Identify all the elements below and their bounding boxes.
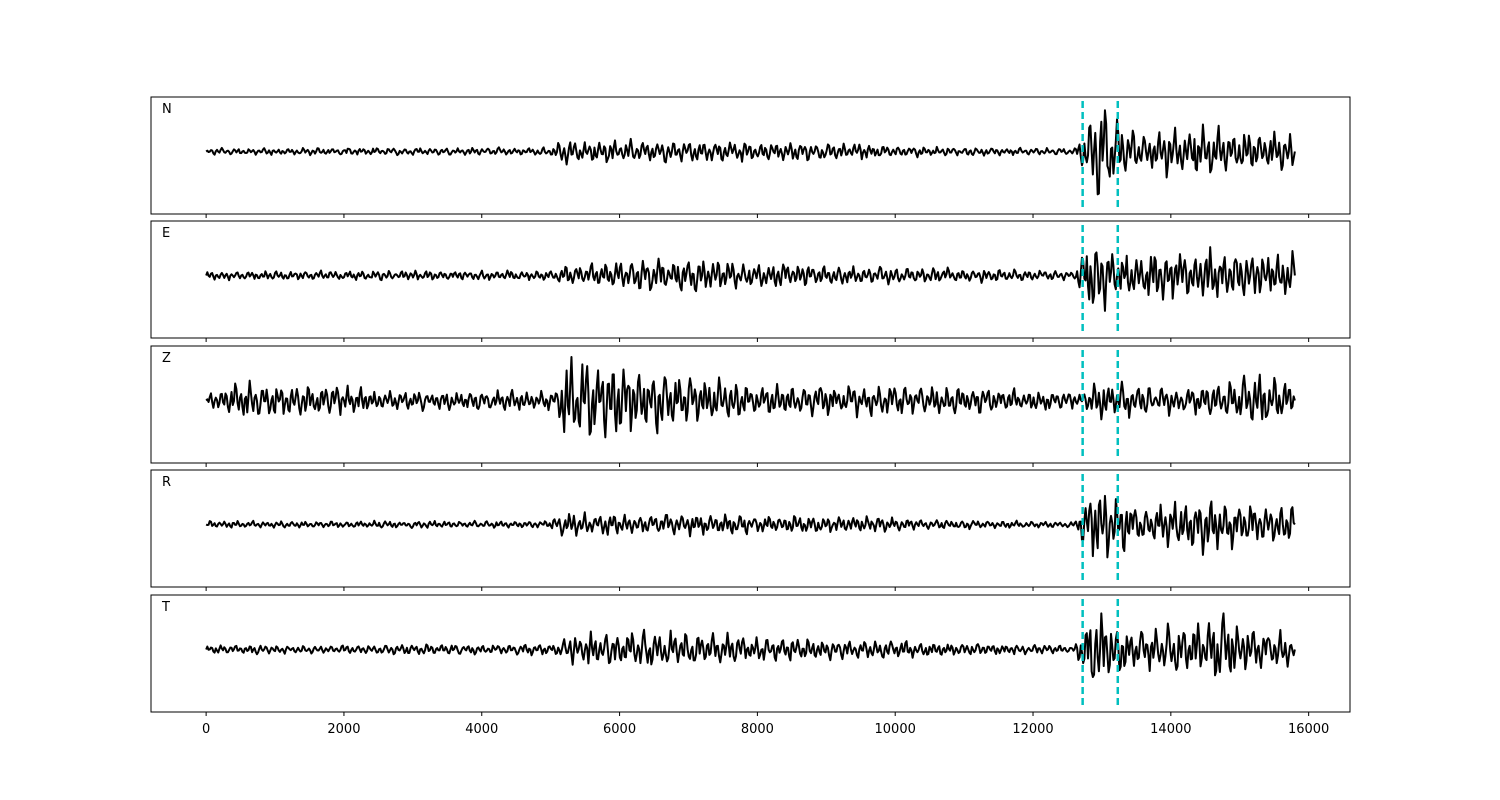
x-tick-label: 4000 bbox=[465, 722, 498, 737]
panel-label: T bbox=[161, 600, 170, 615]
trace-e bbox=[205, 246, 1296, 312]
x-tick-label: 16000 bbox=[1288, 722, 1329, 737]
panel-label: E bbox=[162, 226, 170, 241]
panel-label: Z bbox=[162, 351, 171, 366]
x-tick-label: 10000 bbox=[875, 722, 916, 737]
panel-n: N bbox=[150, 96, 1351, 218]
panel-z: Z bbox=[150, 345, 1351, 467]
panel-label: R bbox=[162, 475, 171, 490]
panel-frame bbox=[150, 594, 1351, 713]
x-tick-label: 2000 bbox=[327, 722, 360, 737]
trace-panels: N E Z R T bbox=[150, 96, 1351, 716]
panel-frame bbox=[150, 469, 1351, 588]
x-tick-label: 8000 bbox=[741, 722, 774, 737]
trace-n bbox=[205, 109, 1296, 196]
panel-t: T bbox=[150, 594, 1351, 716]
trace-r bbox=[205, 494, 1296, 559]
panel-r: R bbox=[150, 469, 1351, 591]
panel-frame bbox=[150, 96, 1351, 215]
x-tick-label: 0 bbox=[202, 722, 210, 737]
x-tick-label: 6000 bbox=[603, 722, 636, 737]
x-tick-label: 14000 bbox=[1150, 722, 1191, 737]
panel-frame bbox=[150, 345, 1351, 464]
panel-label: N bbox=[162, 102, 172, 117]
x-axis: 0 2000 4000 6000 8000 10000 12000 14000 16000 bbox=[202, 722, 1329, 737]
panel-e: E bbox=[150, 220, 1351, 342]
panel-frame bbox=[150, 220, 1351, 339]
trace-z bbox=[205, 355, 1296, 439]
trace-t bbox=[205, 612, 1296, 679]
x-tick-label: 12000 bbox=[1012, 722, 1053, 737]
